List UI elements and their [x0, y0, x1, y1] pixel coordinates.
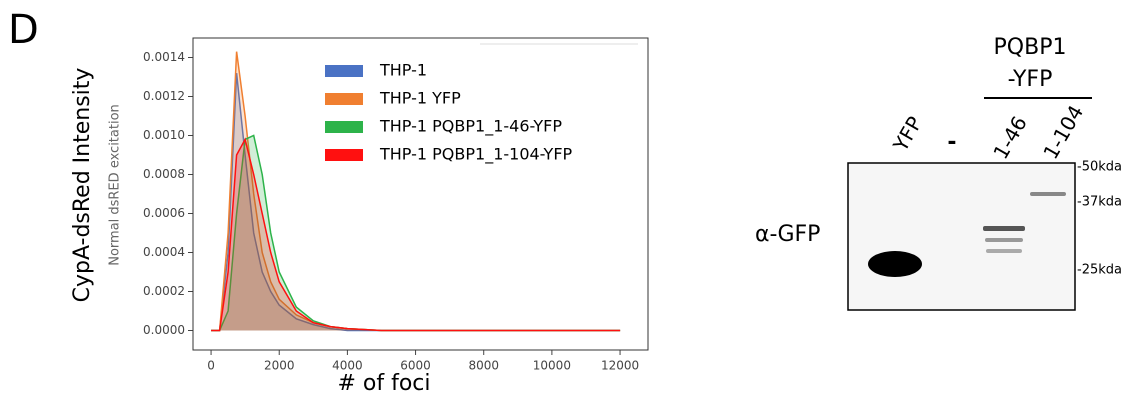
legend-swatch — [325, 121, 363, 133]
x-tick-label: 4000 — [332, 359, 363, 373]
y-tick-label: 0.0014 — [143, 50, 185, 64]
density-area — [211, 139, 620, 330]
blot-membrane — [848, 163, 1075, 310]
band — [1030, 192, 1066, 196]
legend-label: THP-1 YFP — [379, 89, 461, 108]
x-tick-label: 12000 — [601, 359, 639, 373]
legend-swatch — [325, 93, 363, 105]
band — [985, 238, 1023, 242]
x-tick-label: 6000 — [400, 359, 431, 373]
western-blot: PQBP1 -YFP YFP - 1-46 1-104 -50kda -37kd… — [755, 35, 1122, 310]
legend-label: THP-1 — [379, 61, 427, 80]
legend-swatch — [325, 65, 363, 77]
y-tick-label: 0.0010 — [143, 128, 185, 142]
lane-label: - — [947, 130, 956, 155]
marker-label: -25kda — [1077, 263, 1122, 278]
figure: D CypA-dsRed Intensity Normal dsRED exci… — [0, 0, 1129, 398]
x-axis-label: # of foci — [337, 371, 430, 396]
x-tick-label: 2000 — [264, 359, 295, 373]
marker-label: -50kda — [1077, 160, 1122, 175]
x-tick-label: 8000 — [468, 359, 499, 373]
y-tick-label: 0.0004 — [143, 245, 185, 259]
y-tick-label: 0.0012 — [143, 89, 185, 103]
lane-label: 1-104 — [1038, 101, 1088, 163]
lane-label: 1-46 — [988, 112, 1031, 163]
y-tick-label: 0.0006 — [143, 206, 185, 220]
band — [986, 249, 1022, 253]
band — [868, 251, 922, 277]
legend-swatch — [325, 149, 363, 161]
antibody-label: α-GFP — [755, 222, 820, 247]
y-axis-label: CypA-dsRed Intensity — [70, 68, 95, 303]
y-tick-label: 0.0002 — [143, 284, 185, 298]
construct-label: PQBP1 — [994, 35, 1067, 60]
x-tick-label: 0 — [207, 359, 215, 373]
y-axis-inner-label: Normal dsRED excitation — [108, 104, 123, 266]
y-tick-label: 0.0000 — [143, 323, 185, 337]
plot-area: 0.0000 0.0002 0.0004 0.0006 0.0008 0.0010 0.00… — [143, 38, 648, 373]
construct-label: -YFP — [1008, 67, 1053, 92]
y-tick-label: 0.0008 — [143, 167, 185, 181]
marker-label: -37kda — [1077, 195, 1122, 210]
legend-label: THP-1 PQBP1_1-104-YFP — [379, 145, 573, 165]
x-tick-label: 10000 — [533, 359, 571, 373]
legend-label: THP-1 PQBP1_1-46-YFP — [379, 117, 562, 137]
lane-label: YFP — [888, 112, 927, 156]
panel-label: D — [8, 7, 39, 53]
band — [983, 226, 1025, 231]
